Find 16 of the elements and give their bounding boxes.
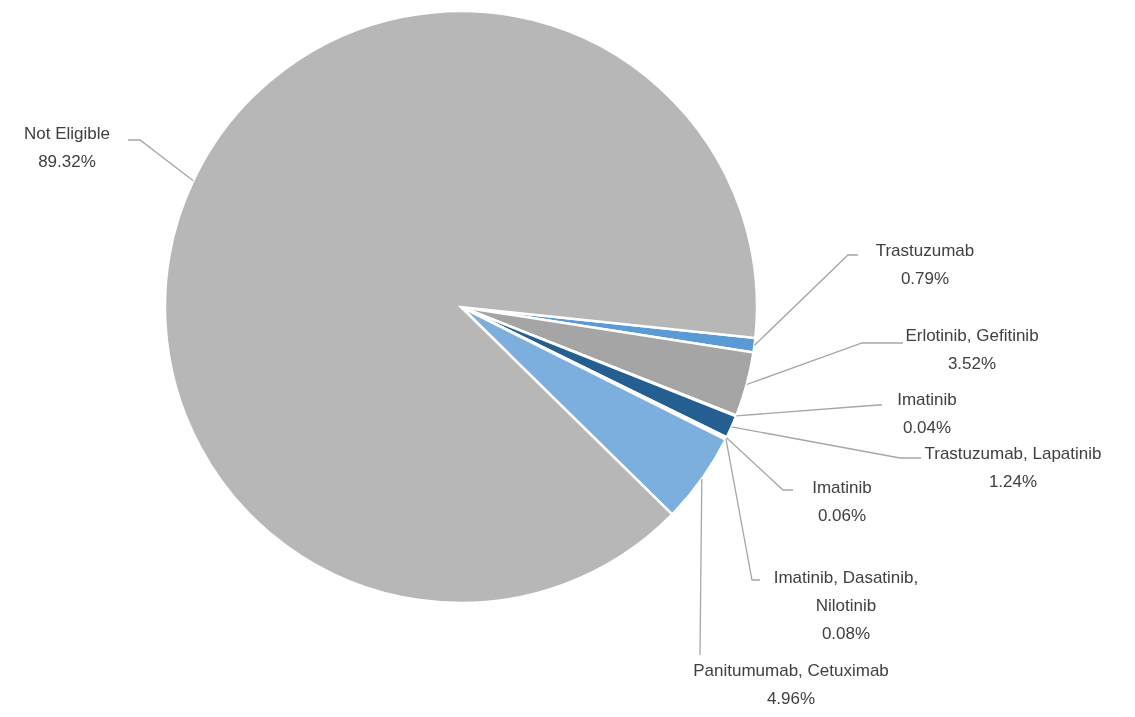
slice-label: Trastuzumab, Lapatinib	[924, 444, 1102, 463]
data-label: 0.08%	[821, 624, 871, 643]
data-label: 0.04%	[902, 418, 952, 437]
data-label: 4.96%	[766, 689, 816, 708]
data-label: 0.06%	[817, 506, 867, 525]
data-label: 0.79%	[900, 269, 950, 288]
slice-label: Imatinib	[812, 478, 872, 497]
slice-label: Panitumumab, Cetuximab	[693, 661, 889, 680]
data-label: 1.24%	[988, 472, 1038, 491]
data-label: 89.32%	[38, 152, 96, 171]
slice-label: Trastuzumab	[875, 241, 975, 260]
slice-label: Imatinib	[897, 390, 957, 409]
slice-label: Not Eligible	[24, 124, 110, 143]
slice-label: Imatinib, Dasatinib, Nilotinib	[773, 568, 919, 615]
data-label: 3.52%	[947, 354, 997, 373]
slice-label: Erlotinib, Gefitinib	[905, 326, 1039, 345]
